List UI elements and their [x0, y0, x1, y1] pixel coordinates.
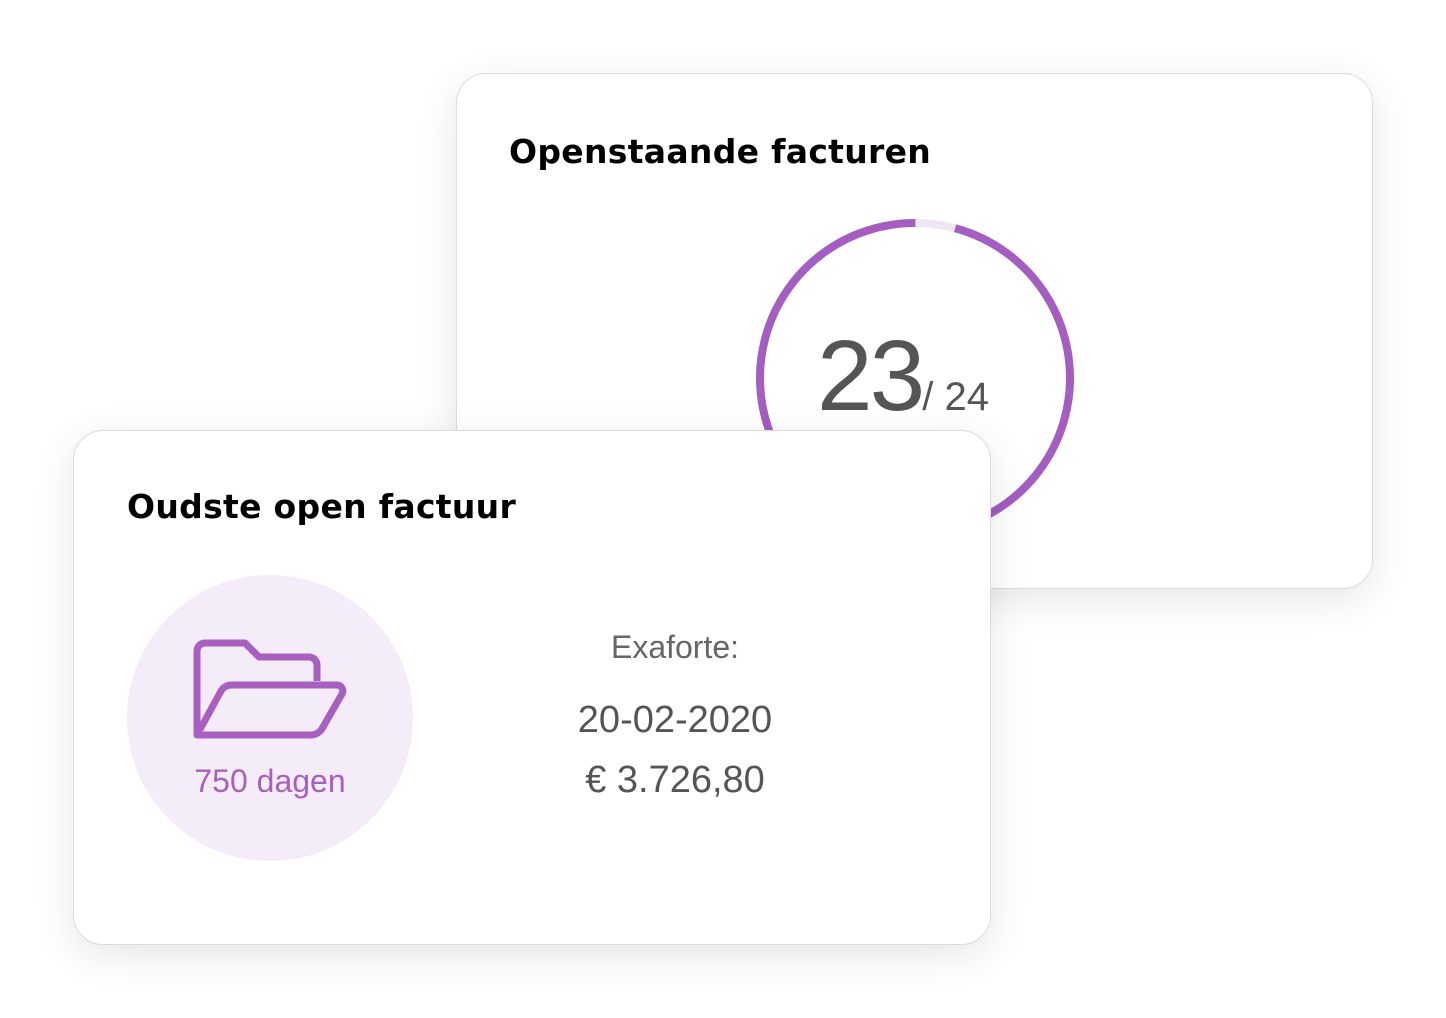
client-label: Exaforte:	[610, 629, 740, 665]
open-count: 23	[817, 320, 925, 432]
invoice-date: 20-02-2020	[577, 699, 773, 741]
folder-open-icon	[193, 639, 347, 739]
invoice-count: 23/ 24	[817, 319, 989, 434]
card-title: Openstaande facturen	[509, 132, 932, 171]
oldest-invoice-card: Oudste open factuur 750 dagen Exaforte: …	[73, 430, 991, 945]
card-title: Oudste open factuur	[127, 487, 517, 526]
total-count: / 24	[922, 375, 989, 419]
days-open: 750 dagen	[194, 763, 346, 799]
invoice-amount: € 3.726,80	[585, 759, 765, 801]
age-badge: 750 dagen	[127, 575, 413, 861]
